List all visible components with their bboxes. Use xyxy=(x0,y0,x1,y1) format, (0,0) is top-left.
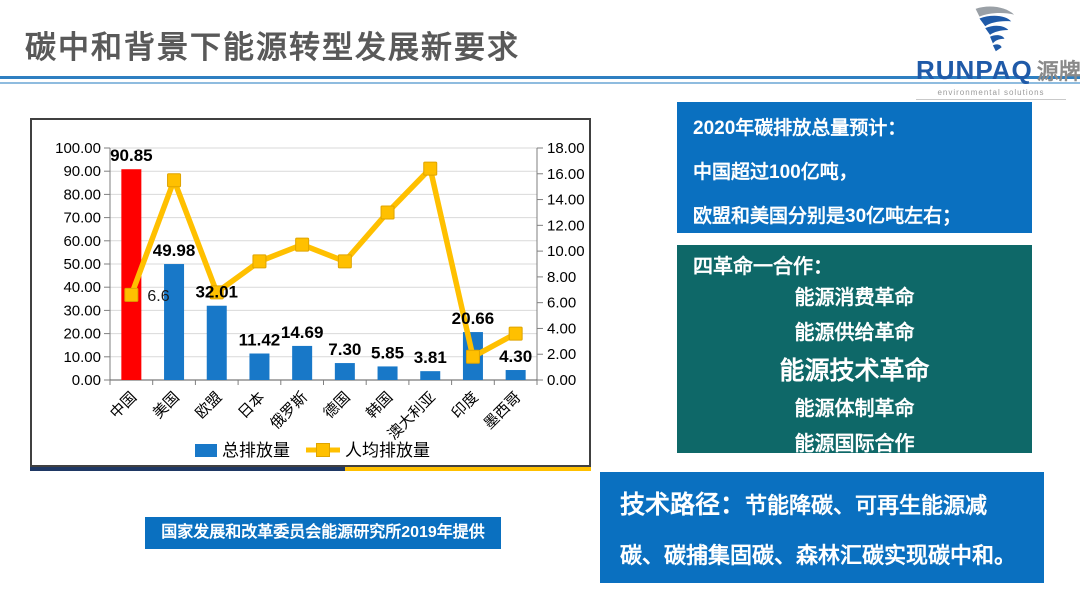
left-axis-label: 80.00 xyxy=(63,186,101,203)
left-axis-label: 30.00 xyxy=(63,302,101,319)
left-axis-label: 60.00 xyxy=(63,233,101,250)
revolution-item: 能源体制革命 xyxy=(794,398,915,420)
right-axis-label: 0.00 xyxy=(547,372,576,389)
bar-澳大利亚 xyxy=(420,371,441,380)
legend-bar-swatch xyxy=(195,444,217,457)
runpaq-swirl-icon xyxy=(975,6,1015,52)
emissions-line: 欧盟和美国分别是30亿吨左右； xyxy=(693,206,962,227)
brand-tagline: environmental solutions xyxy=(916,88,1066,100)
left-axis-label: 0.00 xyxy=(72,372,101,389)
category-label-欧盟: 欧盟 xyxy=(192,389,225,422)
tech-path-body: 节能降碳、可再生能源减碳、碳捕集固碳、森林汇碳实现碳中和。 xyxy=(620,493,1017,568)
emissions-chart-svg: 0.00 10.00 20.00 30.00 40.00 50.00 60.00 70.00 8… xyxy=(55,140,585,460)
tech-path-lead: 技术路径： xyxy=(620,491,746,519)
line-marker-美国 xyxy=(167,173,182,188)
category-label-墨西哥: 墨西哥 xyxy=(481,389,525,433)
category-label-中国: 中国 xyxy=(107,389,140,422)
legend-line-label: 人均排放量 xyxy=(345,441,430,460)
right-axis-label: 8.00 xyxy=(547,269,576,286)
category-label-印度: 印度 xyxy=(449,389,482,422)
right-axis-label: 12.00 xyxy=(547,217,585,234)
per-capita-line xyxy=(128,165,517,360)
revolutions-heading: 四革命一合作： xyxy=(693,256,833,278)
four-revolutions-box: 四革命一合作： 能源消费革命 能源供给革命能源技术革命能源体制革命 能源国际合作 xyxy=(677,245,1032,455)
title-underline xyxy=(0,76,1080,79)
line-marker-墨西哥 xyxy=(508,326,523,341)
bar-欧盟 xyxy=(206,305,227,380)
bar-value-label: 3.81 xyxy=(414,348,447,367)
line-marker-欧盟 xyxy=(209,285,224,300)
bar-value-label: 20.66 xyxy=(452,309,495,328)
emissions-summary-box: 2020年碳排放总量预计： 中国超过100亿吨， 欧盟和美国分别是30亿吨左右； xyxy=(677,102,1032,233)
bar-日本 xyxy=(249,353,270,380)
bar-韩国 xyxy=(377,366,398,380)
line-marker-韩国 xyxy=(380,205,395,220)
left-axis-label: 90.00 xyxy=(63,163,101,180)
category-label-美国: 美国 xyxy=(150,389,183,422)
line-value-label: 6.6 xyxy=(147,288,169,305)
line-marker-日本 xyxy=(252,254,267,269)
brand-name: RUNPAQ xyxy=(916,55,1033,85)
line-marker-澳大利亚 xyxy=(423,161,438,176)
right-axis-label: 2.00 xyxy=(547,346,576,363)
bar-value-label: 7.30 xyxy=(328,340,361,359)
left-axis-label: 50.00 xyxy=(63,256,101,273)
revolutions-list: 能源消费革命 能源供给革命能源技术革命能源体制革命 能源国际合作 xyxy=(693,281,1016,462)
page-title: 碳中和背景下能源转型发展新要求 xyxy=(25,30,520,65)
revolution-item: 能源供给革命 xyxy=(794,322,915,344)
bar-俄罗斯 xyxy=(292,345,313,380)
category-label-日本: 日本 xyxy=(235,389,268,422)
category-label-澳大利亚: 澳大利亚 xyxy=(385,389,439,443)
bar-value-label: 4.30 xyxy=(499,347,532,366)
bar-value-label: 5.85 xyxy=(371,343,404,362)
bar-中国 xyxy=(121,169,142,380)
left-axis-label: 10.00 xyxy=(63,349,101,366)
revolution-item: 能源技术革命 xyxy=(779,357,930,385)
category-label-俄罗斯: 俄罗斯 xyxy=(267,389,311,433)
line-marker-印度 xyxy=(465,349,480,364)
category-label-韩国: 韩国 xyxy=(363,389,396,422)
bar-value-label: 49.98 xyxy=(153,241,196,260)
title-underline-light xyxy=(0,82,1080,84)
chart-bottom-strip-navy xyxy=(30,467,345,471)
logo: RUNPAQ 源牌 environmental solutions xyxy=(916,6,1080,100)
bar-value-label: 11.42 xyxy=(239,331,281,350)
line-marker-德国 xyxy=(337,254,352,269)
emissions-line: 中国超过100亿吨， xyxy=(693,162,858,183)
category-label-德国: 德国 xyxy=(320,388,354,422)
left-axis-label: 70.00 xyxy=(63,210,101,227)
revolution-item: 能源国际合作 xyxy=(794,433,915,455)
left-axis-label: 20.00 xyxy=(63,326,101,343)
emissions-chart: 0.00 10.00 20.00 30.00 40.00 50.00 60.00 70.00 8… xyxy=(30,118,591,467)
source-caption: 国家发展和改革委员会能源研究所2019年提供 xyxy=(145,517,501,549)
bar-墨西哥 xyxy=(505,370,526,380)
line-marker-中国 xyxy=(124,287,139,302)
right-axis-label: 18.00 xyxy=(547,140,585,157)
right-axis-label: 6.00 xyxy=(547,295,576,312)
left-axis-label: 40.00 xyxy=(63,279,101,296)
bar-德国 xyxy=(334,363,355,380)
tech-path-box: 技术路径：节能降碳、可再生能源减碳、碳捕集固碳、森林汇碳实现碳中和。 xyxy=(600,472,1044,583)
chart-bottom-strip-yellow xyxy=(345,467,591,471)
line-marker-俄罗斯 xyxy=(295,237,310,252)
revolution-item: 能源消费革命 xyxy=(794,287,915,309)
emissions-line: 2020年碳排放总量预计： xyxy=(693,118,907,139)
right-axis-label: 14.00 xyxy=(547,192,585,209)
right-axis-label: 16.00 xyxy=(547,166,585,183)
right-axis-label: 10.00 xyxy=(547,243,585,260)
legend-bar-label: 总排放量 xyxy=(222,441,290,460)
brand-name-cn: 源牌 xyxy=(1036,59,1080,84)
bar-value-label: 14.69 xyxy=(281,323,324,342)
bar-美国 xyxy=(164,264,185,380)
bar-value-label: 32.01 xyxy=(195,283,238,302)
right-axis-label: 4.00 xyxy=(547,320,576,337)
legend-line-marker xyxy=(316,443,330,457)
bar-value-label: 90.85 xyxy=(110,146,153,165)
left-axis-label: 100.00 xyxy=(55,140,101,157)
brand-row: RUNPAQ 源牌 xyxy=(916,55,1080,87)
